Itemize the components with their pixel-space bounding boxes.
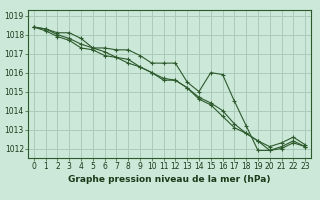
- X-axis label: Graphe pression niveau de la mer (hPa): Graphe pression niveau de la mer (hPa): [68, 175, 271, 184]
